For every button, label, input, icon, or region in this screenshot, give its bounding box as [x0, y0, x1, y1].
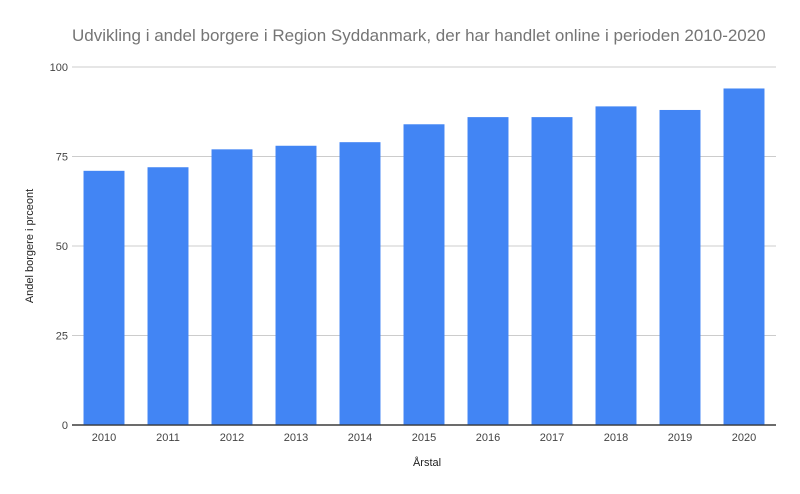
x-tick-label: 2016 [476, 432, 500, 444]
bar-2010 [83, 170, 125, 425]
x-tick-label: 2017 [540, 432, 564, 444]
bar-2013 [275, 145, 317, 425]
y-tick-label: 100 [50, 62, 68, 74]
x-tick-label: 2019 [668, 432, 692, 444]
bar-2017 [531, 117, 573, 426]
bar-2011 [147, 167, 189, 426]
y-tick-label: 50 [56, 241, 68, 253]
y-axis-ticks: 0 25 50 75 100 [50, 62, 68, 432]
x-axis-ticks: 2010 2011 2012 2013 2014 2015 2016 2017 2018 2019… [92, 432, 756, 444]
x-axis-title: Årstal [413, 456, 441, 469]
bar-2016 [467, 117, 509, 426]
chart-title: Udvikling i andel borgere i Region Sydda… [72, 26, 766, 45]
x-tick-label: 2010 [92, 432, 116, 444]
y-tick-label: 25 [56, 331, 68, 343]
y-tick-label: 75 [56, 152, 68, 164]
x-tick-label: 2020 [732, 432, 756, 444]
x-tick-label: 2012 [220, 432, 244, 444]
y-axis-title: Andel borgere i prceont [24, 189, 36, 303]
bar-2020 [723, 88, 765, 425]
x-tick-label: 2013 [284, 432, 308, 444]
bar-2019 [659, 109, 701, 426]
bar-2018 [595, 106, 637, 425]
y-tick-label: 0 [62, 420, 68, 432]
x-tick-label: 2014 [348, 432, 372, 444]
bars [72, 88, 776, 426]
bar-2015 [403, 124, 445, 425]
x-tick-label: 2015 [412, 432, 436, 444]
bar-2014 [339, 142, 381, 425]
x-tick-label: 2018 [604, 432, 628, 444]
x-tick-label: 2011 [156, 432, 180, 444]
bar-2012 [211, 149, 253, 425]
